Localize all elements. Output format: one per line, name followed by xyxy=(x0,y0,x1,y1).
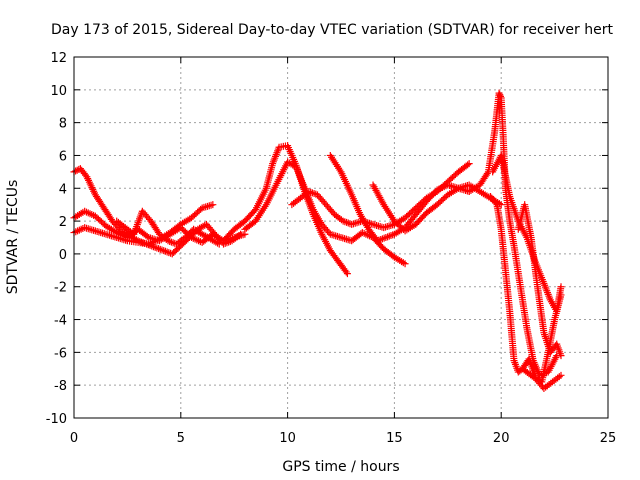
y-tick-label: -6 xyxy=(54,346,67,361)
data-point-markers xyxy=(241,158,409,268)
x-tick-label: 5 xyxy=(177,431,185,446)
y-tick-label: -2 xyxy=(54,281,67,296)
y-axis-label: SDTVAR / TECUs xyxy=(5,180,21,295)
tick-layer: 0 5 10 15 20 25 -10 -8 -6 -4 -2 0 2 4 6 8 10 12 xyxy=(46,51,617,446)
x-axis-label: GPS time / hours xyxy=(282,459,399,475)
plot-frame xyxy=(73,56,609,419)
x-tick-label: 0 xyxy=(70,431,78,446)
series-track-14 xyxy=(519,291,565,386)
data-point-markers xyxy=(519,291,565,386)
data-point-markers xyxy=(113,207,223,248)
y-tick-label: 12 xyxy=(50,51,67,66)
y-tick-label: -10 xyxy=(46,412,67,427)
y-tick-label: -8 xyxy=(54,379,67,394)
data-layer xyxy=(70,89,565,392)
series-track-6 xyxy=(241,158,409,268)
y-tick-label: 10 xyxy=(50,84,67,99)
data-point-markers xyxy=(326,151,473,245)
series-track-4 xyxy=(113,207,223,248)
chart-title: Day 173 of 2015, Sidereal Day-to-day VTE… xyxy=(51,22,613,38)
y-tick-label: -4 xyxy=(54,314,67,329)
grid-layer xyxy=(74,57,608,418)
x-tick-label: 10 xyxy=(279,431,296,446)
x-tick-label: 25 xyxy=(600,431,617,446)
series-track-8 xyxy=(326,151,473,245)
y-tick-label: 8 xyxy=(59,117,67,132)
y-tick-label: 2 xyxy=(59,215,67,230)
series-track-9 xyxy=(369,181,505,235)
y-tick-label: 6 xyxy=(59,149,67,164)
y-tick-label: 4 xyxy=(59,182,67,197)
x-tick-label: 15 xyxy=(386,431,403,446)
data-point-markers xyxy=(369,181,505,235)
y-tick-label: 0 xyxy=(59,248,67,263)
x-tick-label: 20 xyxy=(493,431,510,446)
